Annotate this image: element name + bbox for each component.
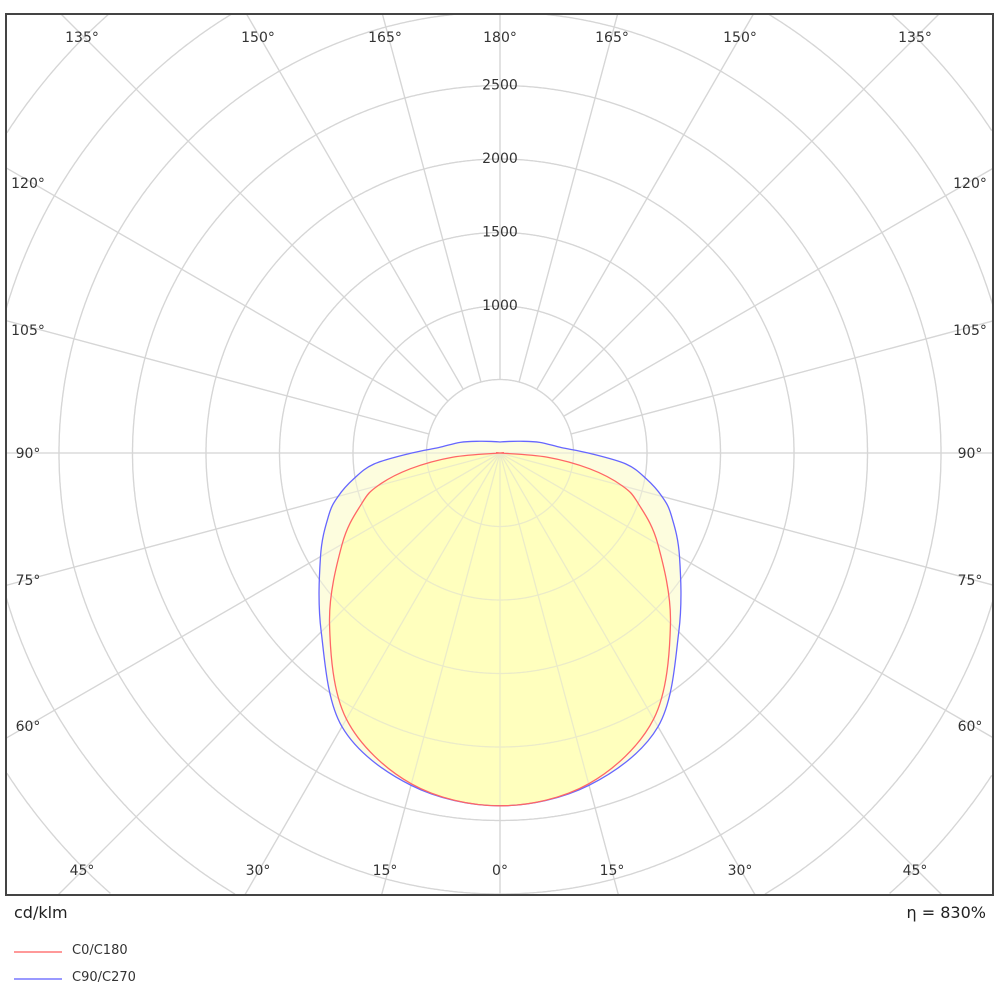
grid-spoke (499, 452, 620, 895)
plot-frame (5, 13, 994, 896)
grid-ring (6, 14, 993, 895)
grid-spoke (6, 167, 437, 417)
grid-ring (352, 305, 648, 601)
angle-label-top: 135° (65, 30, 99, 46)
efficiency-label: η = 830% (906, 903, 986, 922)
angle-label-bottom: 45° (70, 863, 95, 879)
grid-ring (131, 84, 869, 822)
grid-spoke (536, 14, 755, 390)
grid-spoke (380, 452, 501, 895)
angle-label-bottom: 15° (600, 863, 625, 879)
grid-spoke (570, 320, 993, 435)
grid-ring (425, 378, 575, 528)
grid-spoke (381, 14, 482, 383)
grid-ring (6, 14, 993, 895)
angle-label-left: 90° (16, 446, 41, 462)
legend-swatch-c90 (14, 978, 62, 980)
angle-label-right: 90° (958, 446, 983, 462)
radial-tick-label: 2000 (482, 151, 518, 167)
angle-label-bottom: 0° (492, 863, 508, 879)
curve-c0-c180 (328, 452, 672, 807)
grid-spoke (563, 167, 993, 417)
angle-label-left: 105° (11, 323, 45, 339)
grid-spoke (570, 320, 993, 435)
grid-spoke (60, 14, 449, 402)
radial-tick-label: 1000 (482, 298, 518, 314)
grid-spoke (551, 14, 940, 402)
grid-spoke (6, 167, 437, 417)
grid-spoke (245, 14, 464, 390)
grid-spoke (6, 320, 430, 435)
radial-tick-label: 1500 (482, 225, 518, 241)
grid-spoke (499, 452, 993, 739)
angle-label-bottom: 45° (903, 863, 928, 879)
grid-spoke (551, 14, 940, 402)
unit-label: cd/klm (14, 903, 68, 922)
grid-spoke (499, 452, 943, 895)
grid-spoke (499, 452, 756, 895)
angle-label-top: 150° (723, 30, 757, 46)
curves (6, 14, 993, 895)
grid-spoke (6, 320, 430, 435)
angle-label-right: 105° (953, 323, 987, 339)
angle-label-right: 120° (953, 176, 987, 192)
axis-labels: 1000 1500 2000 2500 135° 150° 165° 180° 165° 150°… (11, 30, 987, 879)
grid-ring (6, 14, 993, 894)
angle-label-right: 60° (958, 719, 983, 735)
grid-overlay (6, 14, 993, 895)
radial-tick-label: 2500 (482, 78, 518, 94)
angle-label-left: 60° (16, 719, 41, 735)
grid-ring (278, 231, 722, 675)
angle-label-top: 135° (898, 30, 932, 46)
legend-label-c0: C0/C180 (72, 943, 128, 958)
angle-label-left: 120° (11, 176, 45, 192)
grid-spoke (518, 14, 619, 383)
grid-spoke (6, 452, 501, 739)
angle-label-left: 75° (16, 573, 41, 589)
grid-spoke (60, 14, 449, 402)
grid-spoke (499, 452, 993, 586)
grid-spoke (245, 14, 464, 390)
angle-label-top: 165° (368, 30, 402, 46)
fill-c0-c180 (329, 452, 671, 806)
angle-label-bottom: 30° (728, 863, 753, 879)
grid-spoke (381, 14, 482, 383)
angle-label-top: 150° (241, 30, 275, 46)
angle-label-top: 180° (483, 30, 517, 46)
grid-spoke (536, 14, 755, 390)
legend-swatch-c0 (14, 951, 62, 953)
angle-label-bottom: 15° (373, 863, 398, 879)
angle-label-bottom: 30° (246, 863, 271, 879)
grid-ring (205, 158, 795, 748)
angle-label-right: 75° (958, 573, 983, 589)
grid-ring (6, 14, 993, 894)
legend-label-c90: C90/C270 (72, 970, 136, 985)
grid-spoke (563, 167, 993, 417)
grid-spoke (6, 452, 501, 586)
grid-spoke (57, 452, 501, 895)
grid-spoke (244, 452, 501, 895)
grid-spoke (518, 14, 619, 383)
angle-label-top: 165° (595, 30, 629, 46)
